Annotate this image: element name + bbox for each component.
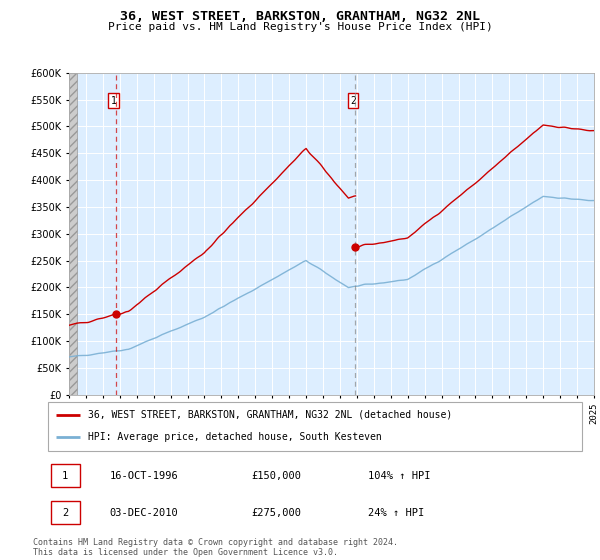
Text: 2: 2 [62, 508, 68, 518]
Text: 36, WEST STREET, BARKSTON, GRANTHAM, NG32 2NL (detached house): 36, WEST STREET, BARKSTON, GRANTHAM, NG3… [88, 410, 452, 420]
FancyBboxPatch shape [50, 464, 80, 487]
FancyBboxPatch shape [50, 501, 80, 524]
Text: 24% ↑ HPI: 24% ↑ HPI [368, 508, 425, 518]
Text: Price paid vs. HM Land Registry's House Price Index (HPI): Price paid vs. HM Land Registry's House … [107, 22, 493, 32]
Text: 16-OCT-1996: 16-OCT-1996 [109, 470, 178, 480]
Text: 104% ↑ HPI: 104% ↑ HPI [368, 470, 431, 480]
Text: 36, WEST STREET, BARKSTON, GRANTHAM, NG32 2NL: 36, WEST STREET, BARKSTON, GRANTHAM, NG3… [120, 10, 480, 23]
Text: £275,000: £275,000 [251, 508, 301, 518]
Bar [69, 73, 77, 395]
Text: HPI: Average price, detached house, South Kesteven: HPI: Average price, detached house, Sout… [88, 432, 382, 442]
Text: £150,000: £150,000 [251, 470, 301, 480]
FancyBboxPatch shape [48, 402, 582, 451]
Text: 2: 2 [350, 96, 356, 106]
Text: 1: 1 [111, 96, 116, 106]
Text: 03-DEC-2010: 03-DEC-2010 [109, 508, 178, 518]
Text: Contains HM Land Registry data © Crown copyright and database right 2024.
This d: Contains HM Land Registry data © Crown c… [33, 538, 398, 557]
Text: 1: 1 [62, 470, 68, 480]
